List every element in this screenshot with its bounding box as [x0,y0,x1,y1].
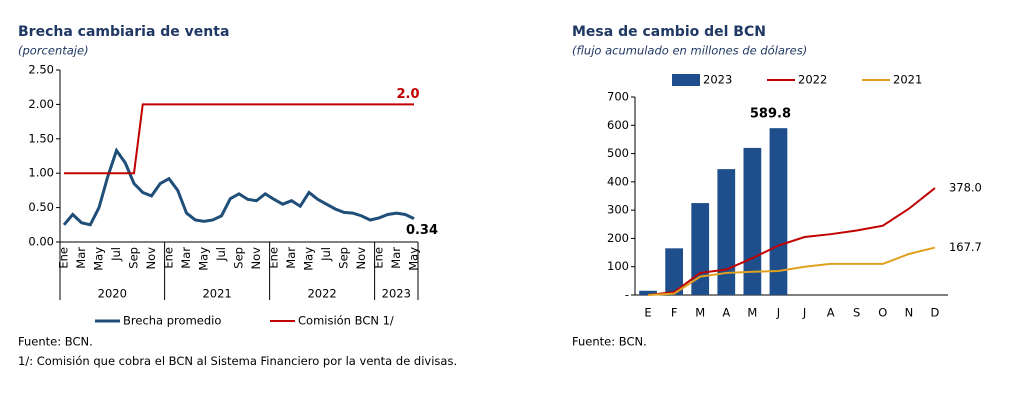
line-series [62,147,415,227]
x-tick-label: N [905,306,914,320]
legend-label: 2021 [893,73,922,87]
y-tick-label: 1.00 [28,166,54,180]
chart-subtitle: (flujo acumulado en millones de dólares) [572,44,807,58]
source: Fuente: BCN. [572,335,647,349]
x-tick-label: Mar [389,247,403,269]
x-tick-label: A [827,306,835,320]
y-tick-label: 500 [607,146,629,160]
y-tick-label: 600 [607,118,629,132]
y-tick-label: 0.50 [28,200,54,214]
y-tick-label: 200 [607,231,629,245]
y-tick-label: 2.50 [28,63,54,77]
x-group-label: 2020 [98,287,127,301]
bar [639,290,657,295]
footnote: 1/: Comisión que cobra el BCN al Sistema… [18,354,458,368]
line-series [647,187,936,296]
x-tick-label: J [776,306,780,320]
legend-label: 2023 [703,73,732,87]
bar [717,169,736,295]
legend-label: 2022 [798,73,827,87]
x-tick-label: J [802,306,806,320]
x-tick-label: Jul [214,247,228,262]
x-tick-label: Sep [232,247,246,269]
x-tick-label: M [747,306,757,320]
chart-subtitle: (porcentaje) [18,44,89,58]
x-tick-label: Jul [109,247,123,262]
y-tick-label: 1.50 [28,131,54,145]
x-tick-label: Ene [372,247,386,269]
data-label: 0.34 [406,223,438,238]
x-tick-label: May [302,247,316,271]
bar [665,248,683,295]
x-tick-label: Nov [354,247,368,270]
x-tick-label: Nov [249,247,263,270]
data-label: 2.0 [396,87,419,102]
data-label: 167.7 [949,240,982,254]
x-tick-label: Ene [162,247,176,269]
y-tick-label: 100 [607,259,629,273]
x-tick-label: Sep [337,247,351,269]
x-tick-label: May [92,247,106,271]
bar [769,128,788,295]
y-tick-label: 700 [607,90,629,104]
x-tick-label: Jul [319,247,333,262]
x-tick-label: Ene [57,247,71,269]
chart-title: Brecha cambiaria de venta [18,24,229,40]
x-tick-label: May [197,247,211,271]
x-tick-label: F [671,306,678,320]
chart-title: Mesa de cambio del BCN [572,24,766,40]
x-tick-label: Mar [284,247,298,269]
y-tick-label: 300 [607,203,629,217]
x-tick-label: Ene [267,247,281,269]
data-label: 589.8 [750,107,791,122]
x-tick-label: A [722,306,730,320]
x-tick-label: S [853,306,860,320]
y-tick-label: 2.00 [28,97,54,111]
x-tick-label: Mar [74,247,88,269]
legend-swatch [672,74,700,86]
y-tick-label: 0.00 [28,235,54,249]
bar [743,147,762,295]
x-tick-label: Sep [127,247,141,269]
legend-label: Comisión BCN 1/ [298,314,394,328]
y-tick-label: - [625,288,629,302]
x-tick-label: D [931,306,940,320]
line-series [64,103,414,175]
x-tick-label: May [407,247,421,271]
source: Fuente: BCN. [18,335,93,349]
x-tick-label: Mar [179,247,193,269]
x-tick-label: M [695,306,705,320]
x-group-label: 2023 [382,287,411,301]
x-tick-label: E [644,306,651,320]
line-series [647,246,936,296]
y-tick-label: 400 [607,174,629,188]
x-group-label: 2022 [307,287,336,301]
x-tick-label: O [878,306,887,320]
x-group-label: 2021 [202,287,231,301]
x-tick-label: Nov [144,247,158,270]
legend-label: Brecha promedio [123,314,221,328]
data-label: 378.0 [949,181,982,195]
